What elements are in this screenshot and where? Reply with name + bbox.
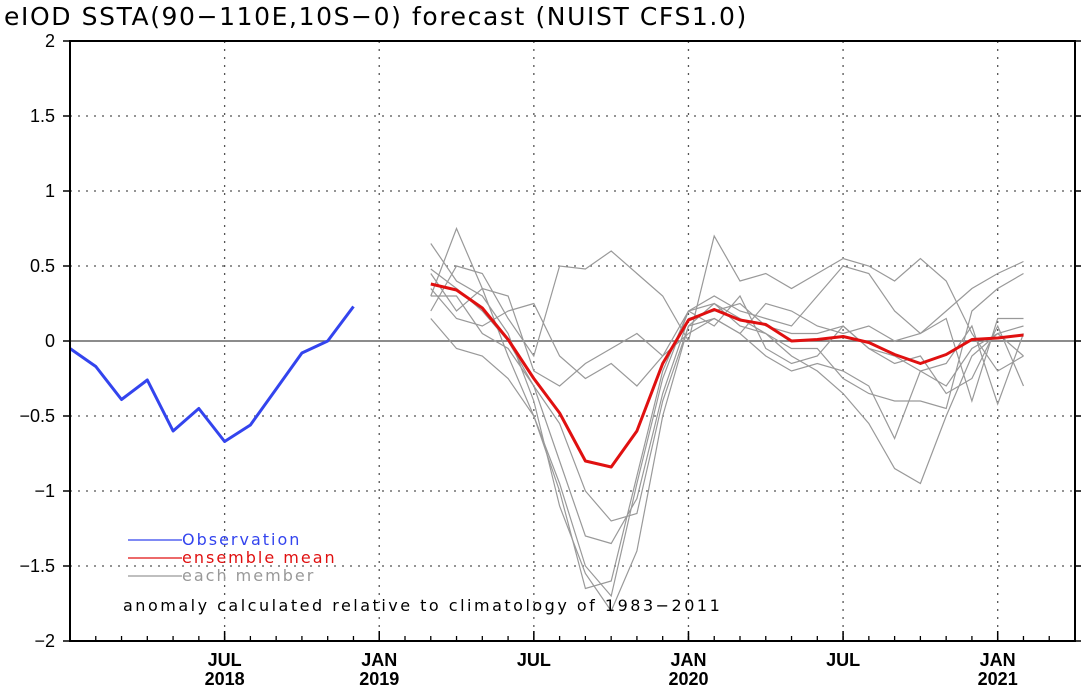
y-axis: 2 1.5 1 0.5 0 −0.5 −1 −1.5 −2: [19, 31, 1081, 651]
x-tick-year: 2019: [359, 669, 399, 688]
x-tick-month: JAN: [361, 650, 397, 670]
y-tick-label: 0: [45, 331, 55, 351]
y-tick-label: 2: [45, 31, 55, 51]
x-tick-month: JAN: [670, 650, 706, 670]
y-tick-label: −0.5: [19, 406, 55, 426]
member-series-line: [430, 243, 1024, 613]
y-tick-label: −1: [34, 481, 55, 501]
x-tick-year: 2020: [668, 669, 708, 688]
member-series-line: [430, 226, 1024, 590]
legend-label: Observation: [182, 530, 301, 549]
y-tick-label: −1.5: [19, 556, 55, 576]
y-tick-label: 0.5: [30, 256, 55, 276]
x-tick-year: 2018: [205, 669, 245, 688]
y-tick-label: 1: [45, 181, 55, 201]
annotation: anomaly calculated relative to climatolo…: [123, 596, 722, 615]
member-series-line: [430, 268, 1024, 545]
x-tick-month: JUL: [826, 650, 860, 670]
member-series-line: [430, 234, 1024, 372]
member-lines: [430, 226, 1025, 613]
member-series-line: [430, 295, 1024, 522]
legend-label: ensemble mean: [182, 548, 337, 567]
legend-label: each member: [182, 566, 315, 585]
x-tick-month: JUL: [208, 650, 242, 670]
ensemble-mean-series-line: [430, 282, 1024, 469]
y-tick-label: −2: [34, 631, 55, 651]
observation-series-line: [69, 305, 355, 443]
x-tick-month: JAN: [980, 650, 1016, 670]
main-lines: [69, 282, 1024, 469]
y-tick-label: 1.5: [30, 106, 55, 126]
chart-title: eIOD SSTA(90−110E,10S−0) forecast (NUIST…: [4, 2, 748, 31]
x-tick-month: JUL: [517, 650, 551, 670]
x-tick-year: 2021: [978, 669, 1018, 688]
